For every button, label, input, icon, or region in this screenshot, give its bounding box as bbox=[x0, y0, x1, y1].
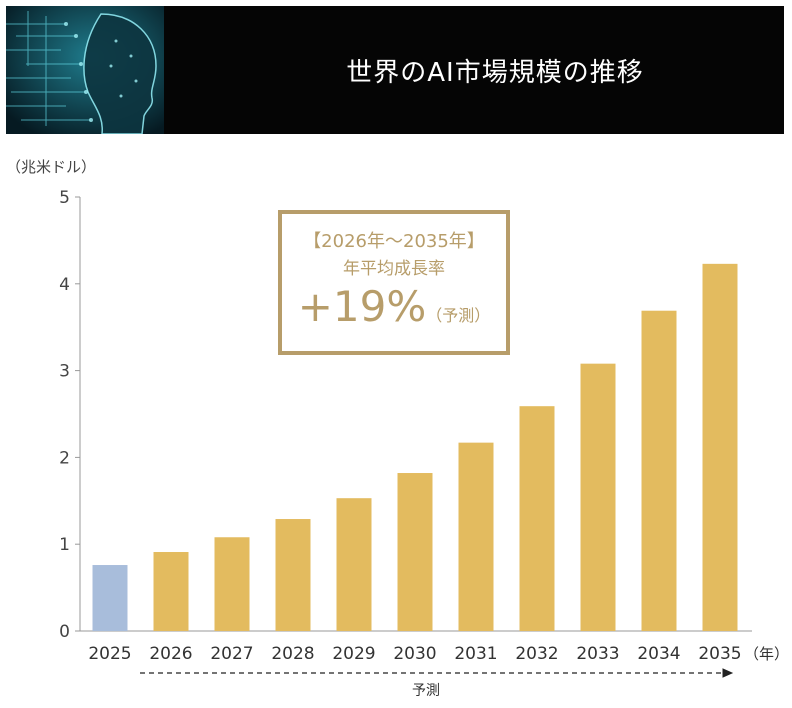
bar-2034 bbox=[641, 310, 677, 631]
y-tick-label: 2 bbox=[59, 448, 70, 468]
callout-rate-line: +19%（予測） bbox=[282, 282, 506, 341]
forecast-label: 予測 bbox=[412, 683, 440, 699]
x-axis-unit-label: （年） bbox=[744, 645, 789, 663]
callout-metric: 年平均成長率 bbox=[343, 259, 445, 279]
x-tick-label: 2028 bbox=[271, 644, 314, 664]
bar-2032 bbox=[519, 406, 555, 631]
bar-2031 bbox=[458, 442, 494, 631]
y-tick-label: 0 bbox=[59, 622, 70, 642]
bar-2033 bbox=[580, 363, 616, 631]
bar-2029 bbox=[336, 498, 372, 631]
y-tick-label: 4 bbox=[59, 275, 70, 295]
x-tick-label: 2026 bbox=[149, 644, 192, 664]
callout-rate: +19% bbox=[297, 282, 427, 331]
x-tick-label: 2032 bbox=[515, 644, 558, 664]
x-tick-label: 2035 bbox=[698, 644, 741, 664]
x-tick-label: 2029 bbox=[332, 644, 375, 664]
y-tick-label: 3 bbox=[59, 362, 70, 382]
y-axis-unit-label: （兆米ドル） bbox=[6, 158, 97, 176]
bar-2028 bbox=[275, 519, 311, 631]
header-banner: 世界のAI市場規模の推移 bbox=[6, 6, 784, 134]
bar-2025 bbox=[92, 565, 128, 631]
bar-2035 bbox=[702, 263, 738, 631]
growth-rate-callout: 【2026年～2035年】 年平均成長率 +19%（予測） bbox=[278, 210, 510, 355]
bar-2026 bbox=[153, 552, 189, 631]
callout-note: （予測） bbox=[426, 306, 491, 325]
y-tick-label: 1 bbox=[59, 535, 70, 555]
page-title: 世界のAI市場規模の推移 bbox=[346, 57, 644, 88]
x-tick-label: 2034 bbox=[637, 644, 680, 664]
bar-2030 bbox=[397, 473, 433, 631]
bar-2027 bbox=[214, 537, 250, 631]
callout-period: 【2026年～2035年】 bbox=[303, 231, 485, 252]
x-tick-label: 2027 bbox=[210, 644, 253, 664]
ai-head-image bbox=[6, 6, 164, 134]
y-tick-label: 5 bbox=[59, 188, 70, 208]
x-tick-label: 2025 bbox=[88, 644, 131, 664]
x-tick-label: 2030 bbox=[393, 644, 436, 664]
x-tick-label: 2031 bbox=[454, 644, 497, 664]
x-tick-label: 2033 bbox=[576, 644, 619, 664]
